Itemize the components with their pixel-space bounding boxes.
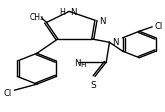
Text: H: H (80, 62, 86, 68)
Text: N: N (112, 38, 119, 47)
Text: Cl: Cl (155, 22, 163, 30)
Text: N: N (70, 8, 76, 17)
Text: N: N (74, 58, 80, 67)
Text: CH₃: CH₃ (30, 13, 44, 22)
Text: H: H (59, 8, 65, 17)
Text: S: S (90, 80, 96, 89)
Text: N: N (99, 16, 105, 25)
Text: Cl: Cl (4, 89, 12, 98)
